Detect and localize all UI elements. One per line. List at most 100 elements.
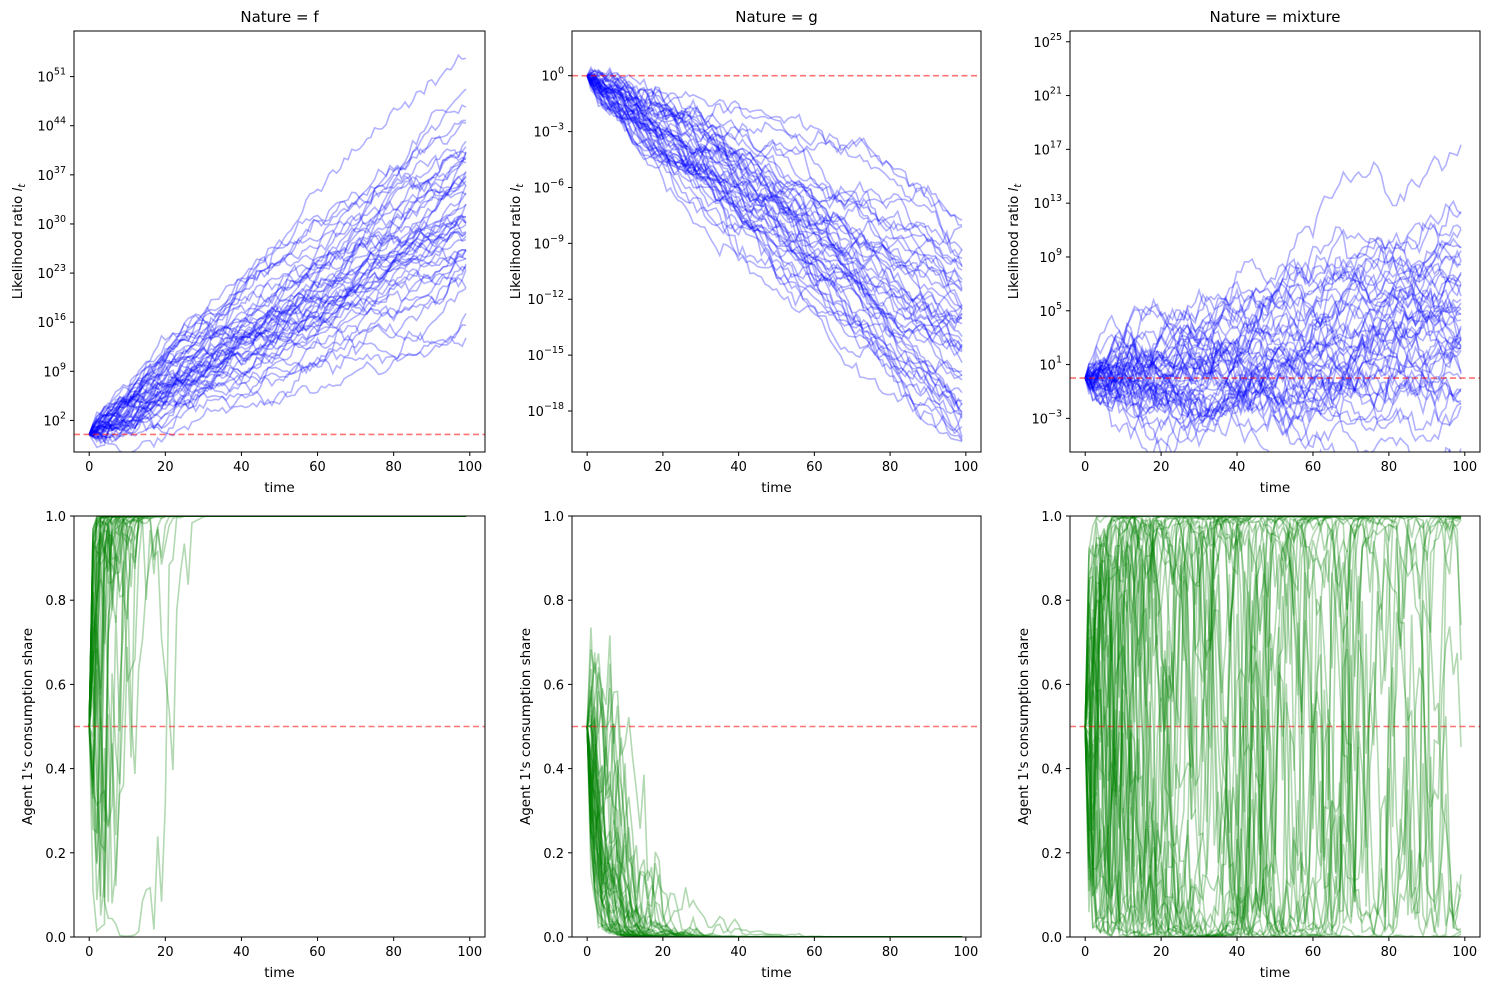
series-line-7 xyxy=(1084,558,1462,937)
series-line-37 xyxy=(88,175,467,440)
series-line-16 xyxy=(88,192,467,441)
series-line-31 xyxy=(1084,221,1462,409)
series-line-40 xyxy=(88,516,466,727)
series-line-43 xyxy=(586,75,963,394)
series-line-9 xyxy=(586,75,963,443)
subplot-1: 0 20 40 60 80 100 102 109 1016 1023 1030 1037 1044 10… xyxy=(10,8,486,496)
series-line-8 xyxy=(586,667,963,937)
series-line-43 xyxy=(1085,364,1452,452)
series-line-45 xyxy=(1085,337,1462,402)
series-line-27 xyxy=(1084,368,1462,452)
y-tick-label: 10−18 xyxy=(527,401,564,420)
series-line-18 xyxy=(1084,283,1462,384)
series-line-30 xyxy=(88,121,467,435)
series-line-29 xyxy=(586,726,963,937)
series-line-9 xyxy=(586,726,963,937)
series-line-27 xyxy=(88,215,467,435)
series-line-43 xyxy=(88,188,467,435)
series-line-15 xyxy=(586,714,963,937)
series-line-11 xyxy=(586,66,963,259)
series-line-8 xyxy=(1084,528,1462,937)
series-line-19 xyxy=(586,75,963,351)
series-line-31 xyxy=(586,685,963,937)
series-line-9 xyxy=(1084,516,1462,932)
y-tick-label: 1.0 xyxy=(45,510,66,525)
series-line-1 xyxy=(88,287,467,437)
series-line-24 xyxy=(587,663,963,937)
y-tick-label: 101 xyxy=(1039,355,1062,374)
series-line-3 xyxy=(586,73,963,353)
series-line-13 xyxy=(1084,350,1462,419)
series-line-1 xyxy=(1084,516,1462,727)
x-tick-label: 80 xyxy=(1381,460,1398,475)
subplot-5: 0 20 40 60 80 100 0.0 0.2 0.4 0.6 0.8 1.0 time Agent … xyxy=(518,510,982,981)
series-line-2 xyxy=(586,716,963,937)
series-line-9 xyxy=(88,516,466,727)
y-tick-label: 10−6 xyxy=(533,177,564,196)
x-tick-label: 100 xyxy=(1452,945,1477,960)
series-line-17 xyxy=(1084,516,1462,934)
series-line-10 xyxy=(586,75,963,267)
y-tick-label: 1013 xyxy=(1033,193,1062,212)
series-line-32 xyxy=(586,75,963,405)
series-line-22 xyxy=(1084,538,1462,936)
series-line-45 xyxy=(1084,516,1462,926)
series-line-7 xyxy=(88,146,467,435)
series-line-47 xyxy=(586,75,963,310)
y-tick-label: 109 xyxy=(1039,247,1062,266)
series-line-18 xyxy=(586,75,963,381)
series-line-1 xyxy=(586,75,963,317)
x-axis-label: time xyxy=(264,965,295,981)
series-line-34 xyxy=(586,726,963,937)
series-line-5 xyxy=(89,176,467,436)
series-line-26 xyxy=(88,249,467,439)
x-axis-label: time xyxy=(264,480,295,496)
series-line-48 xyxy=(586,697,963,937)
series-line-36 xyxy=(1084,273,1462,405)
series-line-9 xyxy=(1084,291,1462,406)
series-line-34 xyxy=(586,75,963,271)
series-line-48 xyxy=(586,72,963,357)
series-line-36 xyxy=(88,516,466,834)
series-line-7 xyxy=(1084,363,1462,446)
series-line-10 xyxy=(88,276,467,435)
series-line-22 xyxy=(586,69,963,377)
series-line-47 xyxy=(1084,516,1462,937)
y-tick-label: 10−15 xyxy=(527,345,564,364)
x-tick-label: 100 xyxy=(953,945,978,960)
series-line-36 xyxy=(89,263,467,439)
series-line-6 xyxy=(586,690,963,937)
x-axis-label: time xyxy=(761,965,792,981)
series-line-47 xyxy=(88,172,467,435)
series-line-41 xyxy=(586,65,963,290)
series-line-36 xyxy=(587,74,963,309)
series-line-46 xyxy=(1084,308,1462,381)
series-line-43 xyxy=(1085,559,1462,937)
series-line-25 xyxy=(88,516,466,937)
series-line-15 xyxy=(1084,324,1462,416)
series-line-10 xyxy=(88,516,466,727)
series-line-18 xyxy=(586,726,963,937)
series-line-20 xyxy=(586,726,963,937)
y-axis-label: Agent 1's consumption share xyxy=(20,628,36,825)
series-line-49 xyxy=(586,726,963,937)
series-line-1 xyxy=(88,516,466,780)
y-axis-label: Likelihood ratio lt xyxy=(1006,183,1024,300)
series-line-40 xyxy=(586,726,963,937)
axes-frame xyxy=(73,30,486,453)
x-tick-label: 40 xyxy=(730,460,747,475)
series-group xyxy=(74,53,485,452)
x-tick-label: 20 xyxy=(655,945,672,960)
series-line-50 xyxy=(1084,318,1462,397)
series-line-2 xyxy=(587,74,963,440)
series-line-22 xyxy=(88,119,466,435)
series-line-13 xyxy=(1084,519,1462,937)
series-line-5 xyxy=(88,516,466,727)
series-line-15 xyxy=(586,73,963,319)
series-line-40 xyxy=(1084,324,1462,412)
y-tick-label: 1.0 xyxy=(543,510,564,525)
series-line-13 xyxy=(88,154,467,436)
series-line-29 xyxy=(586,75,963,419)
x-axis-label: time xyxy=(1260,965,1291,981)
series-line-21 xyxy=(88,148,467,435)
